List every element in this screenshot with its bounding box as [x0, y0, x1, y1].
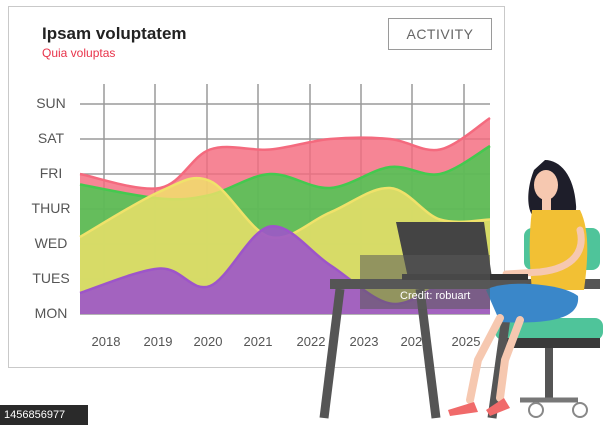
- x-tick-label: 2022: [296, 334, 326, 349]
- y-tick-label: FRI: [39, 165, 63, 181]
- series-area-4: [80, 226, 490, 314]
- watermark-id: 1456856977: [0, 405, 88, 425]
- shoe-right: [486, 398, 510, 416]
- desk-leg-left: [319, 288, 345, 419]
- chair-wheel-left: [528, 402, 544, 418]
- x-tick-label: 2023: [349, 334, 379, 349]
- y-tick-label: WED: [34, 235, 68, 251]
- x-tick-label: 2020: [193, 334, 223, 349]
- chair-wheel-right: [572, 402, 588, 418]
- chart-title: Ipsam voluptatem: [42, 24, 187, 43]
- y-tick-label: TUES: [32, 270, 70, 286]
- chair-base: [500, 338, 600, 348]
- woman: [448, 160, 588, 416]
- x-tick-label: 2019: [143, 334, 173, 349]
- y-tick-label: THUR: [31, 200, 71, 216]
- desk-leg-left-back: [415, 288, 441, 419]
- face: [534, 170, 558, 200]
- leg-right: [496, 316, 524, 402]
- x-tick-label: 2025: [451, 334, 481, 349]
- arm: [502, 226, 585, 278]
- shoe-left: [448, 402, 478, 416]
- y-tick-label: SUN: [36, 95, 66, 111]
- series-line-1: [79, 116, 491, 190]
- neck: [542, 198, 551, 210]
- x-tick-label: 2021: [243, 334, 273, 349]
- watermark-badge: [360, 255, 490, 309]
- y-tick-label: SAT: [37, 130, 65, 146]
- chair-post: [545, 348, 553, 398]
- activity-button[interactable]: ACTIVITY: [388, 18, 492, 50]
- chart-subtitle: Quia voluptas: [42, 46, 116, 60]
- watermark-credit: Credit: robuart: [400, 290, 471, 302]
- x-tick-label: 2018: [91, 334, 121, 349]
- y-tick-label: MON: [34, 305, 68, 321]
- leg-left: [466, 314, 504, 404]
- skirt: [486, 283, 579, 323]
